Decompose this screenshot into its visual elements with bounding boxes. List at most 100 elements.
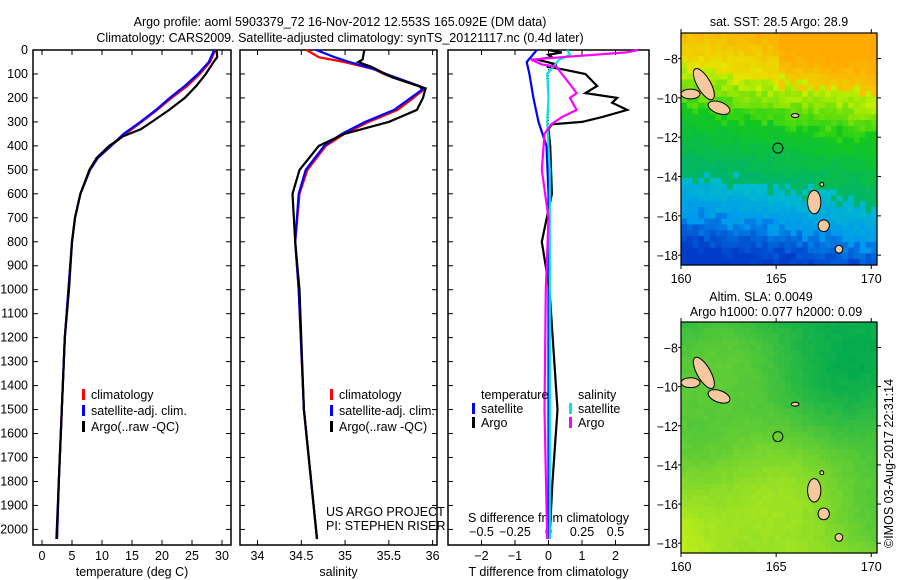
map-cell [732,102,740,109]
map-cell [813,443,820,450]
lon-tick-label: 160 [671,560,692,574]
map-cell [686,391,694,398]
map-cell [859,85,867,92]
map-cell [698,472,705,479]
map-cell [871,472,878,479]
map-cell [836,172,843,179]
map-cell [842,149,849,156]
map-cell [807,259,815,266]
map-cell [732,149,740,156]
map-cell [681,535,688,543]
map-cell [761,44,769,51]
map-cell [686,73,694,80]
map-cell [865,125,872,133]
map-cell [698,143,705,150]
map-cell [802,259,809,266]
map-cell [698,207,705,214]
map-cell [871,322,878,329]
lon-tick-label: 170 [861,272,882,286]
map-cell [704,253,711,260]
map-cell [813,44,820,51]
map-cell [715,62,722,69]
map-cell [859,408,867,415]
map-cell [698,385,705,392]
map-cell [807,137,815,144]
map-cell [738,414,745,421]
island-shape [790,113,800,119]
map-cell [704,489,711,496]
map-cell [836,379,843,387]
map-cell [721,96,728,104]
map-cell [825,535,832,543]
map-cell [853,241,861,249]
map-cell [813,472,820,479]
map-cell [784,236,792,243]
map-cell [750,529,757,537]
map-cell [853,125,861,133]
map-cell [859,362,867,369]
map-cell [750,91,757,98]
lat-tick-label: −14 [657,459,678,473]
map-cell [698,322,705,329]
map-cell [686,195,694,202]
map-cell [871,425,878,433]
map-cell [807,350,815,358]
map-cell [709,33,717,40]
map-cell [830,414,838,421]
map-cell [732,460,740,467]
map-cell [732,466,740,473]
map-cell [842,131,849,138]
map-cell [802,131,809,138]
map-cell [692,466,699,473]
map-cell [709,253,717,260]
map-cell [779,212,786,220]
map-cell [807,247,815,254]
map-cell [819,385,826,392]
map-cell [796,374,803,381]
map-cell [709,247,717,254]
map-cell [738,160,745,167]
map-cell [825,333,832,340]
map-cell [750,149,757,156]
map-cell [767,38,774,46]
map-cell [773,120,780,127]
map-cell [796,524,803,531]
map-cell [681,230,688,237]
map-cell [750,512,757,519]
map-cell [732,96,740,104]
map-cell [692,408,699,415]
map-cell [853,114,861,121]
map-cell [755,108,763,115]
map-cell [681,38,688,46]
map-cell [807,541,815,548]
map-cell [761,50,769,57]
map-cell [813,241,820,249]
map-cell [836,339,843,346]
map-cell [853,454,861,462]
map-cell [686,437,694,444]
map-cell [871,247,878,254]
map-cell [853,137,861,144]
map-cell [865,207,872,214]
map-cell [825,62,832,69]
map-cell [796,443,803,450]
island-shape [680,88,701,100]
map-cell [744,547,751,554]
map-cell [686,212,694,220]
map-cell [813,50,820,57]
map-cell [744,207,751,214]
map-cell [744,50,751,57]
map-cell [761,96,769,104]
map-cell [790,172,797,179]
map-cell [704,322,711,329]
map-cell [865,547,872,554]
map-cell [790,547,797,554]
map-cell [813,327,820,335]
map-cell [865,149,872,156]
map-cell [796,91,803,98]
map-cell [813,391,820,398]
map-cell [761,431,769,439]
map-cell [813,154,820,162]
map-cell [853,230,861,237]
legend-swatch [82,421,85,432]
